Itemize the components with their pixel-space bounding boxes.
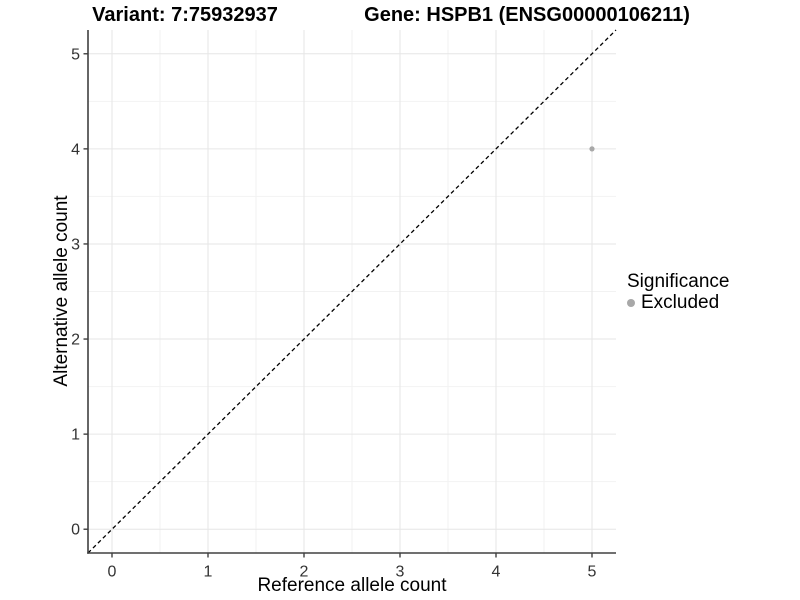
y-tick-label: 5: [71, 46, 80, 63]
y-tick-label: 2: [71, 332, 80, 349]
y-axis-label: Alternative allele count: [51, 195, 72, 387]
x-tick-label: 0: [108, 564, 117, 581]
y-tick-label: 3: [71, 236, 80, 253]
data-point: [589, 146, 595, 152]
gene-title: Gene: HSPB1 (ENSG00000106211): [364, 4, 690, 26]
legend: Significance Excluded: [627, 271, 730, 313]
x-tick-label: 3: [396, 564, 405, 581]
identity-dashed-line: [87, 29, 617, 554]
legend-item-excluded: Excluded: [627, 292, 729, 313]
y-tick-label: 4: [71, 141, 80, 158]
x-tick-label: 4: [492, 564, 501, 581]
x-axis-label: Reference allele count: [257, 575, 447, 596]
legend-item-label: Excluded: [641, 292, 720, 313]
y-tick-label: 0: [71, 522, 80, 539]
legend-title: Significance: [627, 271, 730, 292]
variant-title: Variant: 7:75932937: [92, 4, 278, 26]
y-tick-label: 1: [71, 427, 80, 444]
legend-point-icon: [627, 299, 635, 307]
x-tick-label: 5: [588, 564, 597, 581]
x-tick-label: 2: [300, 564, 309, 581]
x-tick-label: 1: [204, 564, 213, 581]
